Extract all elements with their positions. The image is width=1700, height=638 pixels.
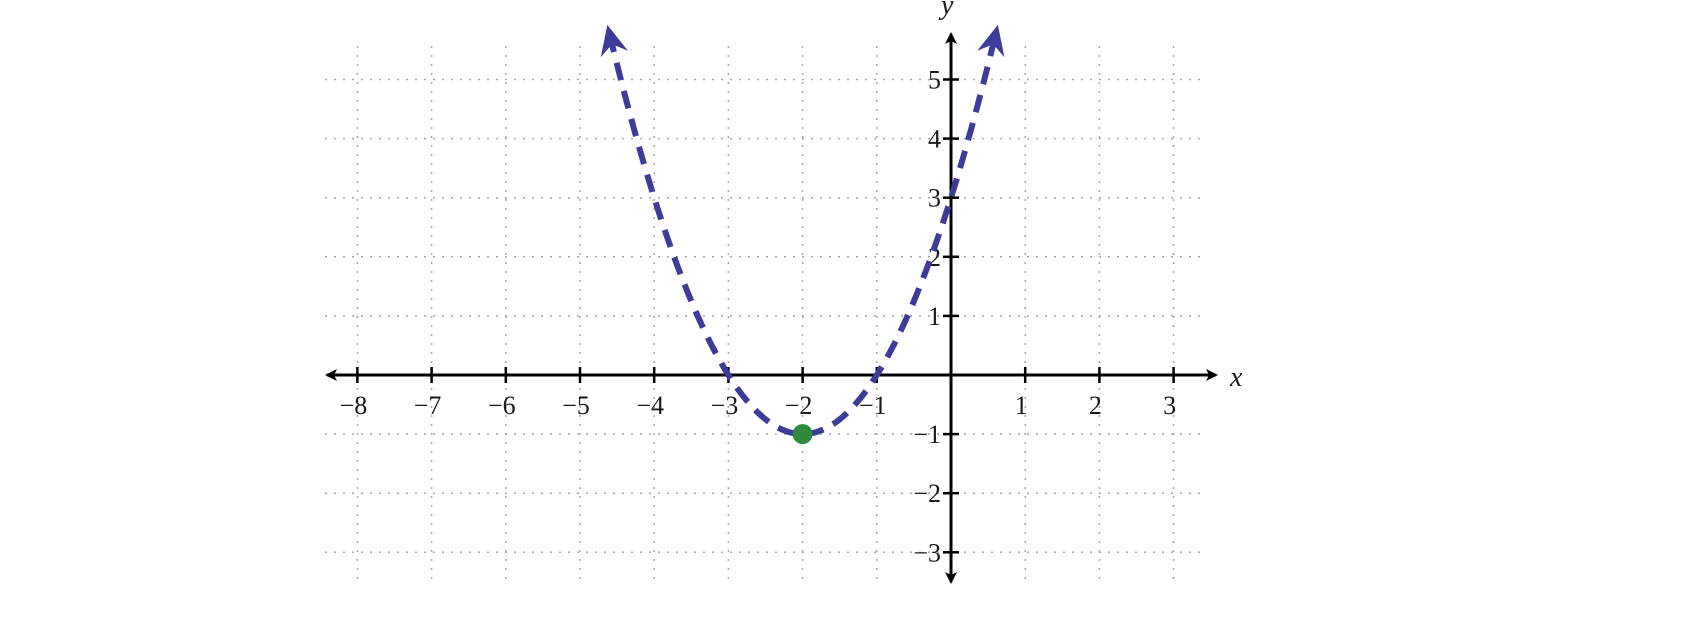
x-tick-label: 1 <box>1015 391 1028 420</box>
y-tick-label: −1 <box>913 420 941 449</box>
grid <box>325 46 1205 585</box>
x-tick-label: −5 <box>562 391 590 420</box>
curve-arrowhead <box>600 24 628 58</box>
x-tick-label: −8 <box>340 391 368 420</box>
curve-layer <box>600 24 1005 438</box>
axes <box>325 32 1218 584</box>
y-tick-label: 5 <box>928 66 941 95</box>
y-axis-label: y <box>938 0 954 21</box>
y-tick-label: 1 <box>928 302 941 331</box>
x-tick-label: −7 <box>414 391 442 420</box>
x-tick-label: −6 <box>488 391 516 420</box>
x-tick-label: 2 <box>1089 391 1102 420</box>
x-axis-label: x <box>1229 362 1243 393</box>
point-layer <box>792 424 813 445</box>
x-tick-label: 3 <box>1163 391 1176 420</box>
y-tick-label: −3 <box>913 538 941 567</box>
vertex-point <box>792 424 813 445</box>
y-tick-label: 4 <box>928 125 941 154</box>
x-tick-label: −3 <box>711 391 739 420</box>
x-tick-label: −2 <box>785 391 813 420</box>
y-tick-label: −2 <box>913 479 941 508</box>
y-tick-label: 3 <box>928 184 941 213</box>
x-tick-label: −4 <box>636 391 664 420</box>
curve-arrowhead <box>977 24 1005 58</box>
